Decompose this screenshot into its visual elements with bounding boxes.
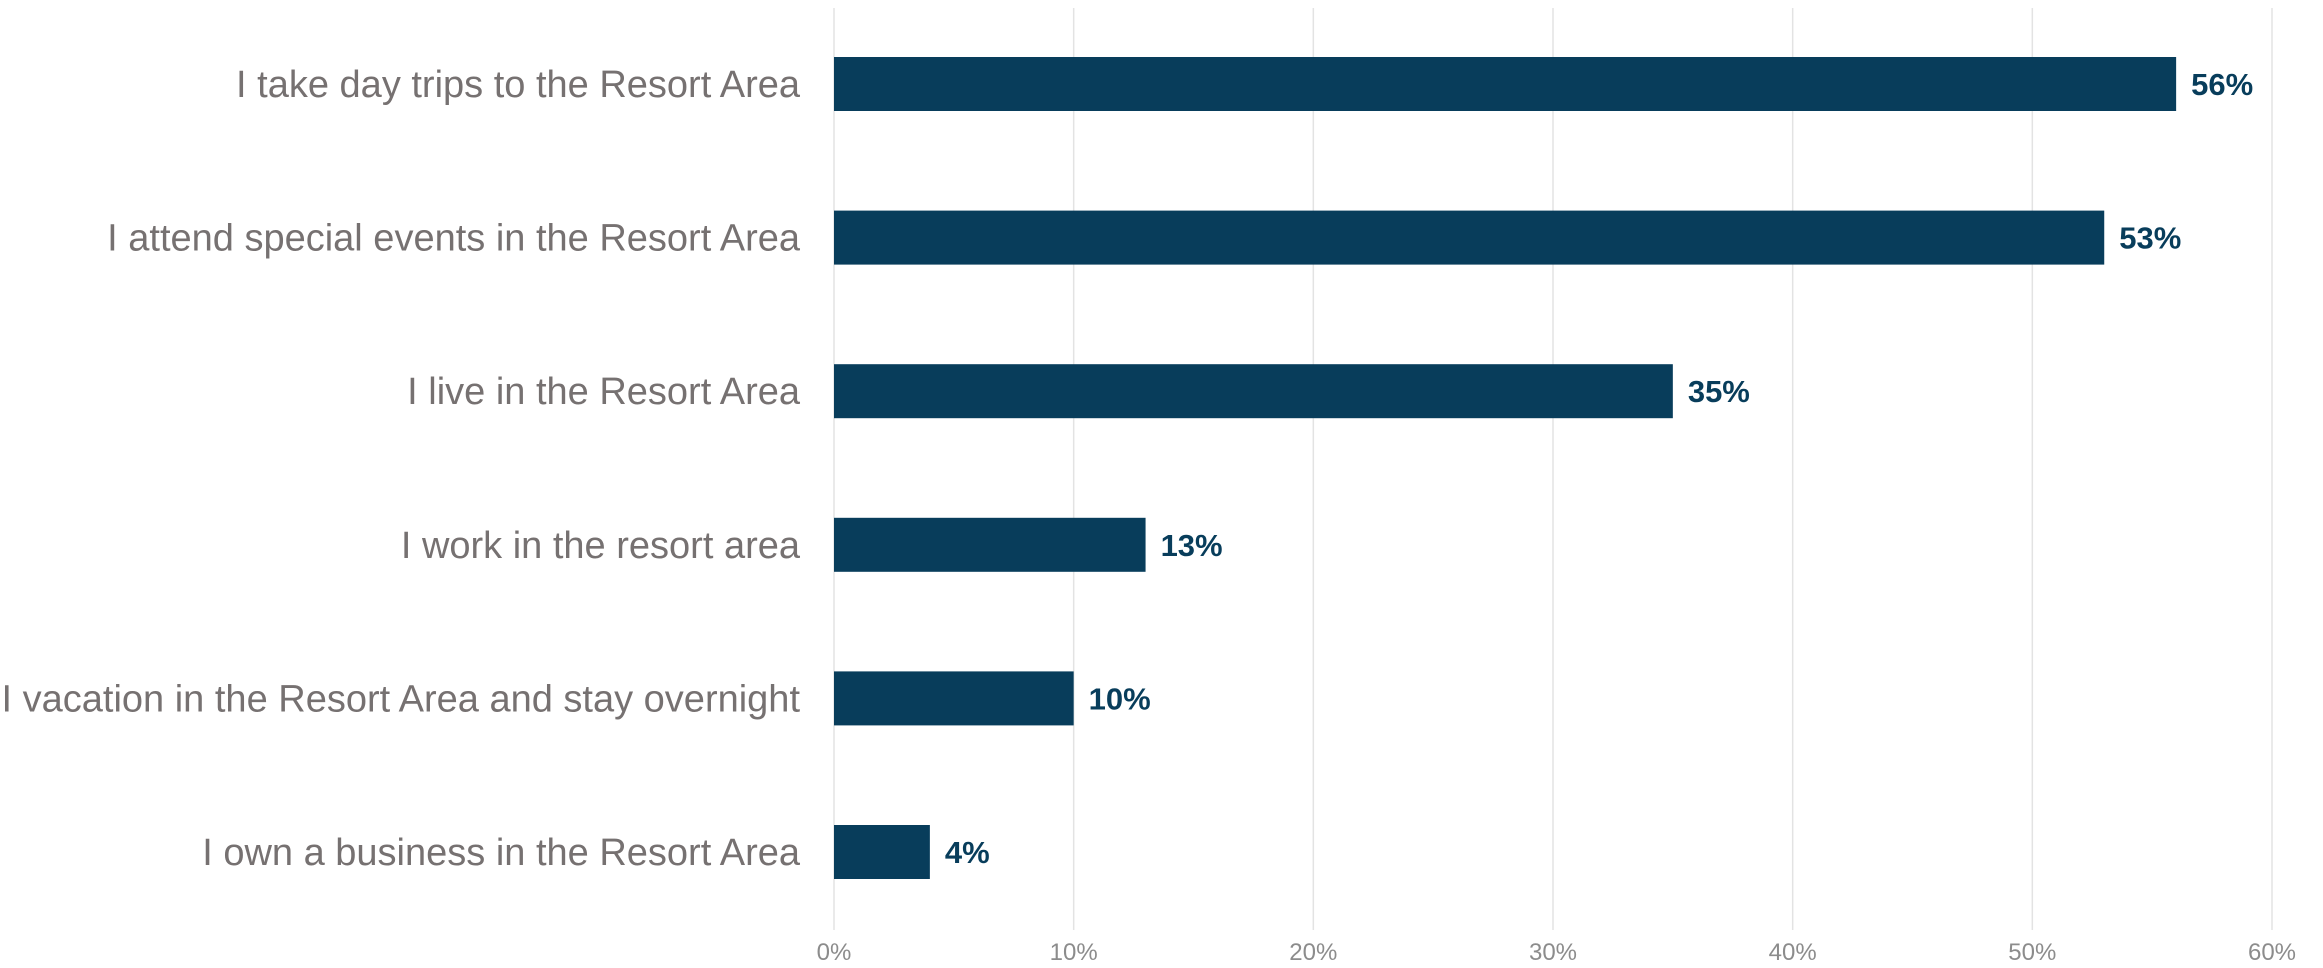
data-label: 13% bbox=[1161, 528, 1223, 563]
x-tick-label: 0% bbox=[817, 939, 852, 966]
category-label: I own a business in the Resort Area bbox=[202, 832, 801, 874]
bar bbox=[834, 825, 930, 879]
data-label: 35% bbox=[1688, 374, 1750, 409]
x-tick-label: 50% bbox=[2008, 939, 2056, 966]
bar bbox=[834, 364, 1673, 419]
x-tick-label: 20% bbox=[1289, 939, 1337, 966]
x-axis-tick-labels: 0% 10% 20% 30% 40% 50% 60% bbox=[817, 939, 2296, 966]
data-label: 10% bbox=[1089, 681, 1151, 716]
category-label: I take day trips to the Resort Area bbox=[236, 64, 801, 106]
x-tick-label: 30% bbox=[1529, 939, 1577, 966]
x-tick-label: 60% bbox=[2248, 939, 2296, 966]
gridlines bbox=[833, 8, 2273, 930]
bar bbox=[834, 671, 1074, 726]
bar bbox=[834, 57, 2177, 111]
bar bbox=[834, 210, 2105, 265]
category-labels: I take day trips to the Resort Area I att… bbox=[2, 64, 801, 874]
category-label: I vacation in the Resort Area and stay o… bbox=[2, 678, 801, 720]
bar bbox=[834, 517, 1146, 572]
bar-series bbox=[834, 57, 2177, 879]
category-label: I work in the resort area bbox=[401, 525, 801, 567]
data-label: 53% bbox=[2119, 221, 2181, 256]
category-label: I live in the Resort Area bbox=[407, 371, 801, 413]
data-label: 4% bbox=[945, 835, 990, 870]
data-labels: 56% 53% 35% 13% 10% 4% bbox=[945, 67, 2253, 870]
data-label: 56% bbox=[2191, 67, 2253, 102]
x-tick-label: 40% bbox=[1769, 939, 1817, 966]
x-tick-label: 10% bbox=[1050, 939, 1098, 966]
category-label: I attend special events in the Resort Ar… bbox=[107, 218, 801, 260]
